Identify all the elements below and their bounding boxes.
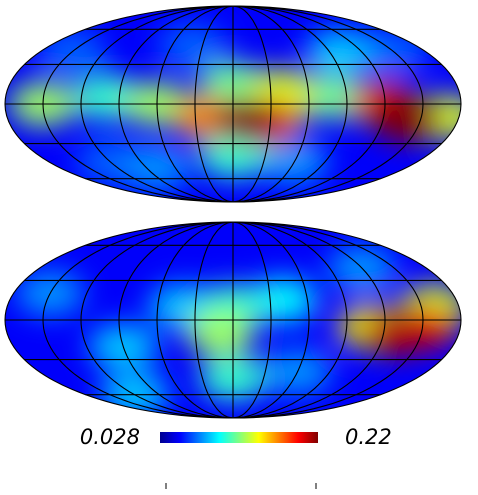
intensity-spot bbox=[362, 311, 431, 356]
map-border bbox=[4, 5, 462, 203]
graticule bbox=[4, 5, 462, 203]
intensity-spot bbox=[186, 311, 255, 356]
intensity-spot bbox=[211, 98, 280, 143]
graticule bbox=[4, 221, 462, 419]
colorbar-max-label: 0.22 bbox=[345, 425, 392, 449]
map-border bbox=[4, 221, 462, 419]
intensity-spot bbox=[72, 75, 141, 120]
intensity-spot bbox=[300, 75, 369, 120]
maps bbox=[4, 5, 462, 419]
intensity-spot bbox=[122, 145, 191, 190]
colorbar-min-label: 0.028 bbox=[80, 425, 140, 449]
colorbar bbox=[160, 432, 318, 443]
intensity-spot bbox=[158, 23, 227, 68]
intensity-spot bbox=[306, 29, 375, 74]
